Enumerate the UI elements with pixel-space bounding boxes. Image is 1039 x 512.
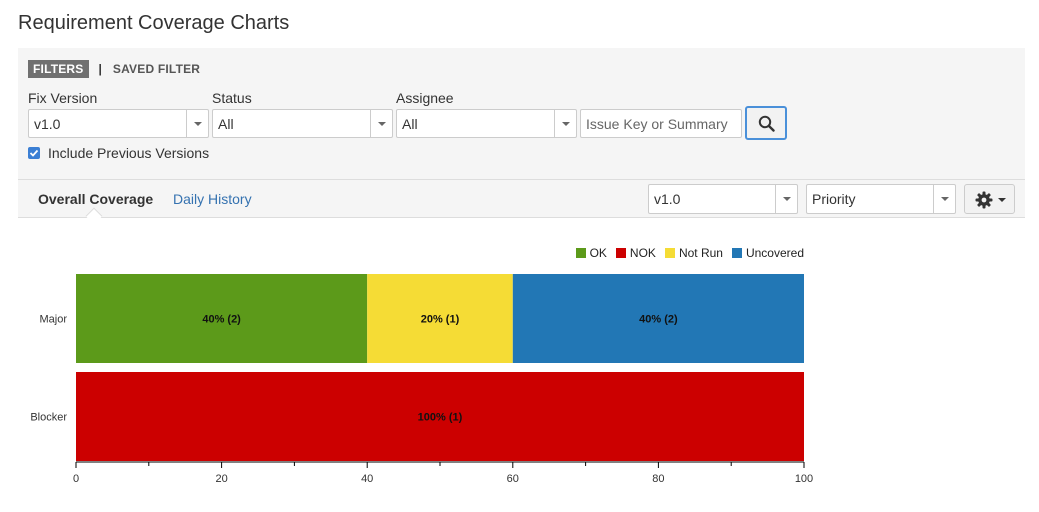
tab-overall-coverage[interactable]: Overall Coverage (38, 191, 154, 207)
legend-item[interactable]: OK (575, 246, 607, 260)
view-tabbar: Overall Coverage Daily History v1.0 Prio… (18, 179, 1025, 225)
fix-version-select[interactable]: v1.0 (28, 109, 209, 138)
chart-version-value: v1.0 (654, 191, 681, 207)
group-by-value: Priority (812, 191, 856, 207)
bar-segment (76, 274, 368, 363)
filter-panel: FILTERS | SAVED FILTER Fix Version v1.0 … (18, 48, 1025, 179)
x-tick-label: 100 (795, 473, 813, 485)
legend-swatch (664, 248, 675, 258)
bar-segment (512, 274, 804, 363)
settings-button[interactable] (964, 184, 1015, 214)
x-tick-label: 60 (507, 473, 519, 485)
data-label: 20% (1) (421, 314, 460, 326)
legend-item[interactable]: Uncovered (731, 246, 804, 260)
chart-version-select[interactable]: v1.0 (648, 184, 798, 214)
assignee-dropdown[interactable] (554, 110, 576, 137)
tab-daily-history[interactable]: Daily History (173, 191, 252, 207)
search-placeholder: Issue Key or Summary (586, 116, 728, 132)
tab-saved-filter[interactable]: SAVED FILTER (112, 62, 201, 76)
coverage-chart: OK NOK Not Run Uncovered 40% (2) 20% (1) 40% … (0, 218, 1039, 512)
assignee-select[interactable]: All (396, 109, 577, 138)
chevron-down-icon (562, 122, 570, 126)
status-value: All (218, 116, 234, 132)
legend-label: Uncovered (745, 246, 804, 260)
fix-version-dropdown[interactable] (186, 110, 208, 137)
legend-swatch (731, 248, 742, 258)
group-by-select[interactable]: Priority (806, 184, 956, 214)
search-button[interactable] (745, 106, 787, 140)
assignee-label: Assignee (396, 90, 454, 106)
status-dropdown[interactable] (370, 110, 392, 137)
bar-segment (367, 274, 513, 363)
assignee-value: All (402, 116, 418, 132)
search-icon (758, 115, 775, 132)
checkmark-icon (29, 149, 39, 157)
data-label: 100% (1) (418, 412, 463, 424)
x-tick-label: 80 (652, 473, 664, 485)
filter-tabs: FILTERS | SAVED FILTER (28, 60, 200, 78)
include-previous-label: Include Previous Versions (48, 145, 210, 161)
x-tick-label: 0 (73, 473, 79, 485)
search-input[interactable]: Issue Key or Summary (580, 109, 742, 138)
x-tick-label: 40 (361, 473, 373, 485)
legend-label: NOK (629, 246, 656, 260)
tab-separator: | (98, 62, 102, 76)
chart-version-dropdown[interactable] (775, 185, 797, 213)
legend-swatch (575, 248, 586, 258)
tab-filters[interactable]: FILTERS (28, 60, 89, 78)
legend-label: Not Run (678, 246, 723, 260)
chart-legend: OK NOK Not Run Uncovered (575, 246, 813, 260)
chevron-down-icon (194, 122, 202, 126)
chevron-down-icon (378, 122, 386, 126)
x-tick-label: 20 (215, 473, 227, 485)
group-by-dropdown[interactable] (933, 185, 955, 213)
category-label: Blocker (30, 412, 67, 424)
status-label: Status (212, 90, 252, 106)
chevron-down-icon (783, 197, 791, 201)
category-label: Major (39, 314, 67, 326)
gear-icon (975, 191, 993, 209)
data-label: 40% (2) (639, 314, 678, 326)
page-title: Requirement Coverage Charts (18, 12, 290, 34)
status-select[interactable]: All (212, 109, 393, 138)
fix-version-label: Fix Version (28, 90, 98, 106)
chevron-down-icon (941, 197, 949, 201)
coverage-bar-chart: 40% (2) 20% (1) 40% (2) Major 100% (1) Blocke… (30, 274, 813, 485)
data-label: 40% (2) (202, 314, 241, 326)
legend-item[interactable]: NOK (615, 246, 656, 260)
legend-swatch (615, 248, 626, 258)
bar-segment (76, 372, 804, 461)
fix-version-value: v1.0 (34, 116, 61, 132)
chevron-down-icon (998, 198, 1006, 202)
legend-label: OK (589, 246, 607, 260)
legend-item[interactable]: Not Run (664, 246, 723, 260)
include-previous-checkbox[interactable] (28, 147, 40, 159)
